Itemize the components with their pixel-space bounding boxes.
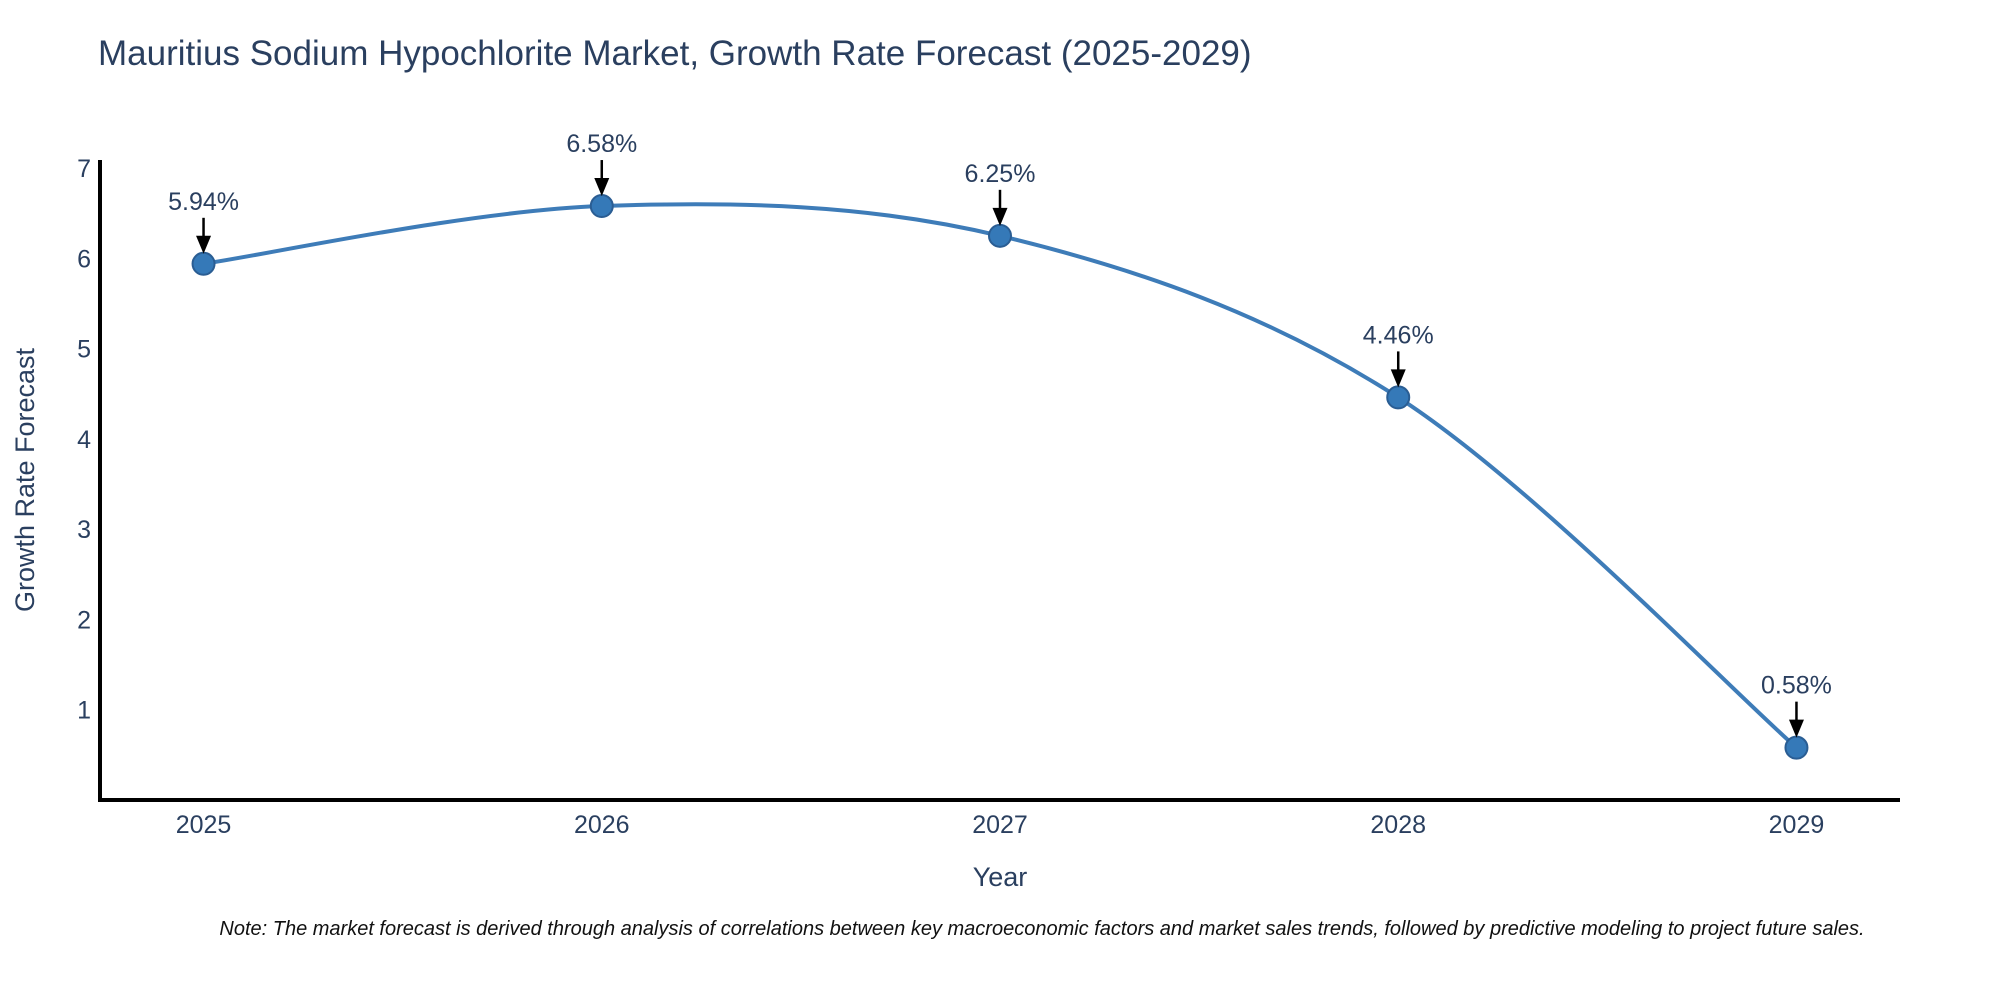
y-tick-label-5: 5 <box>77 336 91 364</box>
data-point-2029[interactable] <box>1784 735 1809 760</box>
annotation-arrow-head <box>594 178 610 197</box>
point-label-2029: 0.58% <box>1761 672 1832 700</box>
annotation-arrow-head <box>1788 719 1804 738</box>
y-tick-label-2: 2 <box>77 606 91 634</box>
data-point-2026[interactable] <box>589 194 614 219</box>
forecast-line <box>201 202 1799 750</box>
point-label-2026: 6.58% <box>566 130 637 158</box>
y-tick-label-6: 6 <box>77 245 91 273</box>
y-axis-title: Growth Rate Forecast <box>10 347 40 612</box>
footnote: Note: The market forecast is derived thr… <box>219 918 1865 940</box>
x-axis-title: Year <box>973 862 1028 892</box>
y-tick-label-4: 4 <box>77 426 91 454</box>
point-label-2028: 4.46% <box>1363 321 1434 349</box>
data-point-2028[interactable] <box>1386 385 1411 410</box>
annotation-arrow-head <box>992 207 1008 226</box>
data-point-2027[interactable] <box>988 223 1012 248</box>
y-tick-label-1: 1 <box>77 697 91 725</box>
data-point-2025[interactable] <box>191 251 216 276</box>
point-label-2025: 5.94% <box>168 188 239 216</box>
point-label-2027: 6.25% <box>965 160 1036 188</box>
x-tick-label-2029: 2029 <box>1769 811 1825 839</box>
chart-title: Mauritius Sodium Hypochlorite Market, Gr… <box>98 34 1252 73</box>
x-tick-label-2025: 2025 <box>176 811 232 839</box>
x-tick-label-2027: 2027 <box>972 811 1028 839</box>
y-tick-label-7: 7 <box>77 155 91 183</box>
annotation-arrow-head <box>1390 369 1406 388</box>
annotation-arrow-head <box>196 235 212 254</box>
x-tick-label-2028: 2028 <box>1370 811 1426 839</box>
y-tick-label-3: 3 <box>77 516 91 544</box>
x-tick-label-2026: 2026 <box>574 811 630 839</box>
